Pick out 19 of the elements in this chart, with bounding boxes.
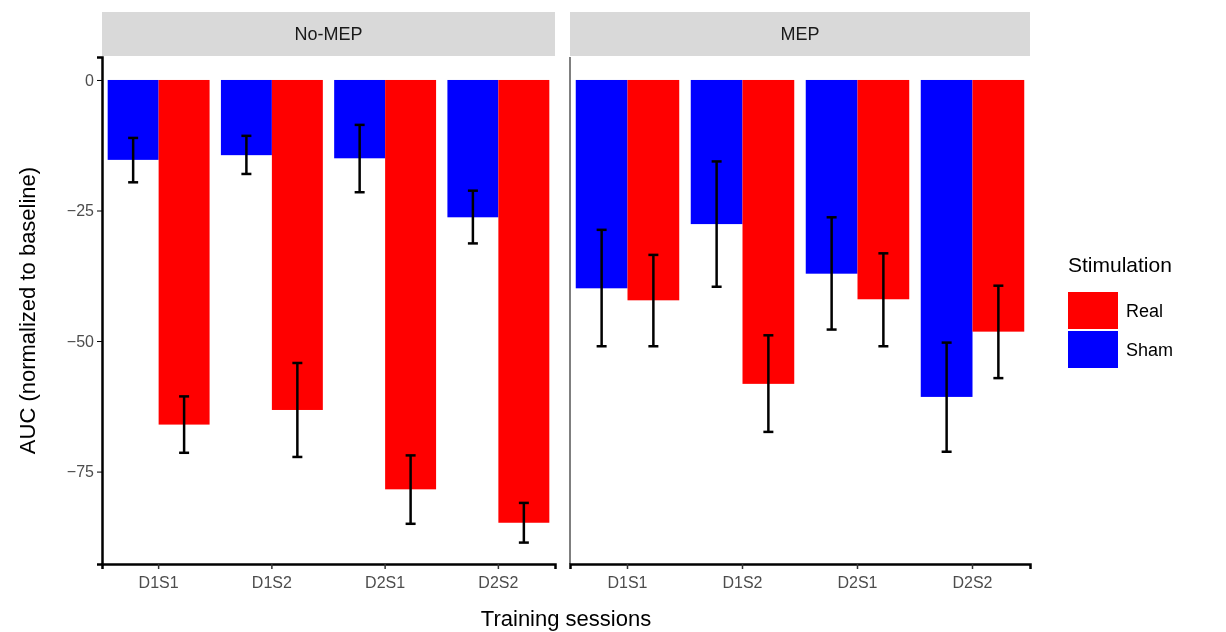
y-tick-label: −25 [66,202,95,220]
x-tick-label: D1S1 [138,574,179,591]
y-axis-title: AUC (normalized to baseline) [15,166,40,455]
y-tick-label: 0 [85,71,95,89]
legend-label: Real [1126,301,1164,321]
x-tick-label: D1S2 [722,574,763,591]
chart-title: MEP [780,24,820,44]
x-tick-label: D2S2 [478,574,519,591]
chart-title: No-MEP [294,24,363,44]
y-tick-label: −50 [66,332,95,350]
y-tick-label: −75 [66,463,95,481]
x-tick-label: D2S1 [837,574,878,591]
legend-title: Stimulation [1068,253,1172,276]
x-tick-label: D1S2 [251,574,292,591]
x-axis-title: Training sessions [480,606,652,631]
x-tick-label: D2S1 [365,574,406,591]
x-tick-label: D1S1 [607,574,648,591]
legend-label: Sham [1126,340,1174,360]
x-tick-label: D2S2 [952,574,993,591]
